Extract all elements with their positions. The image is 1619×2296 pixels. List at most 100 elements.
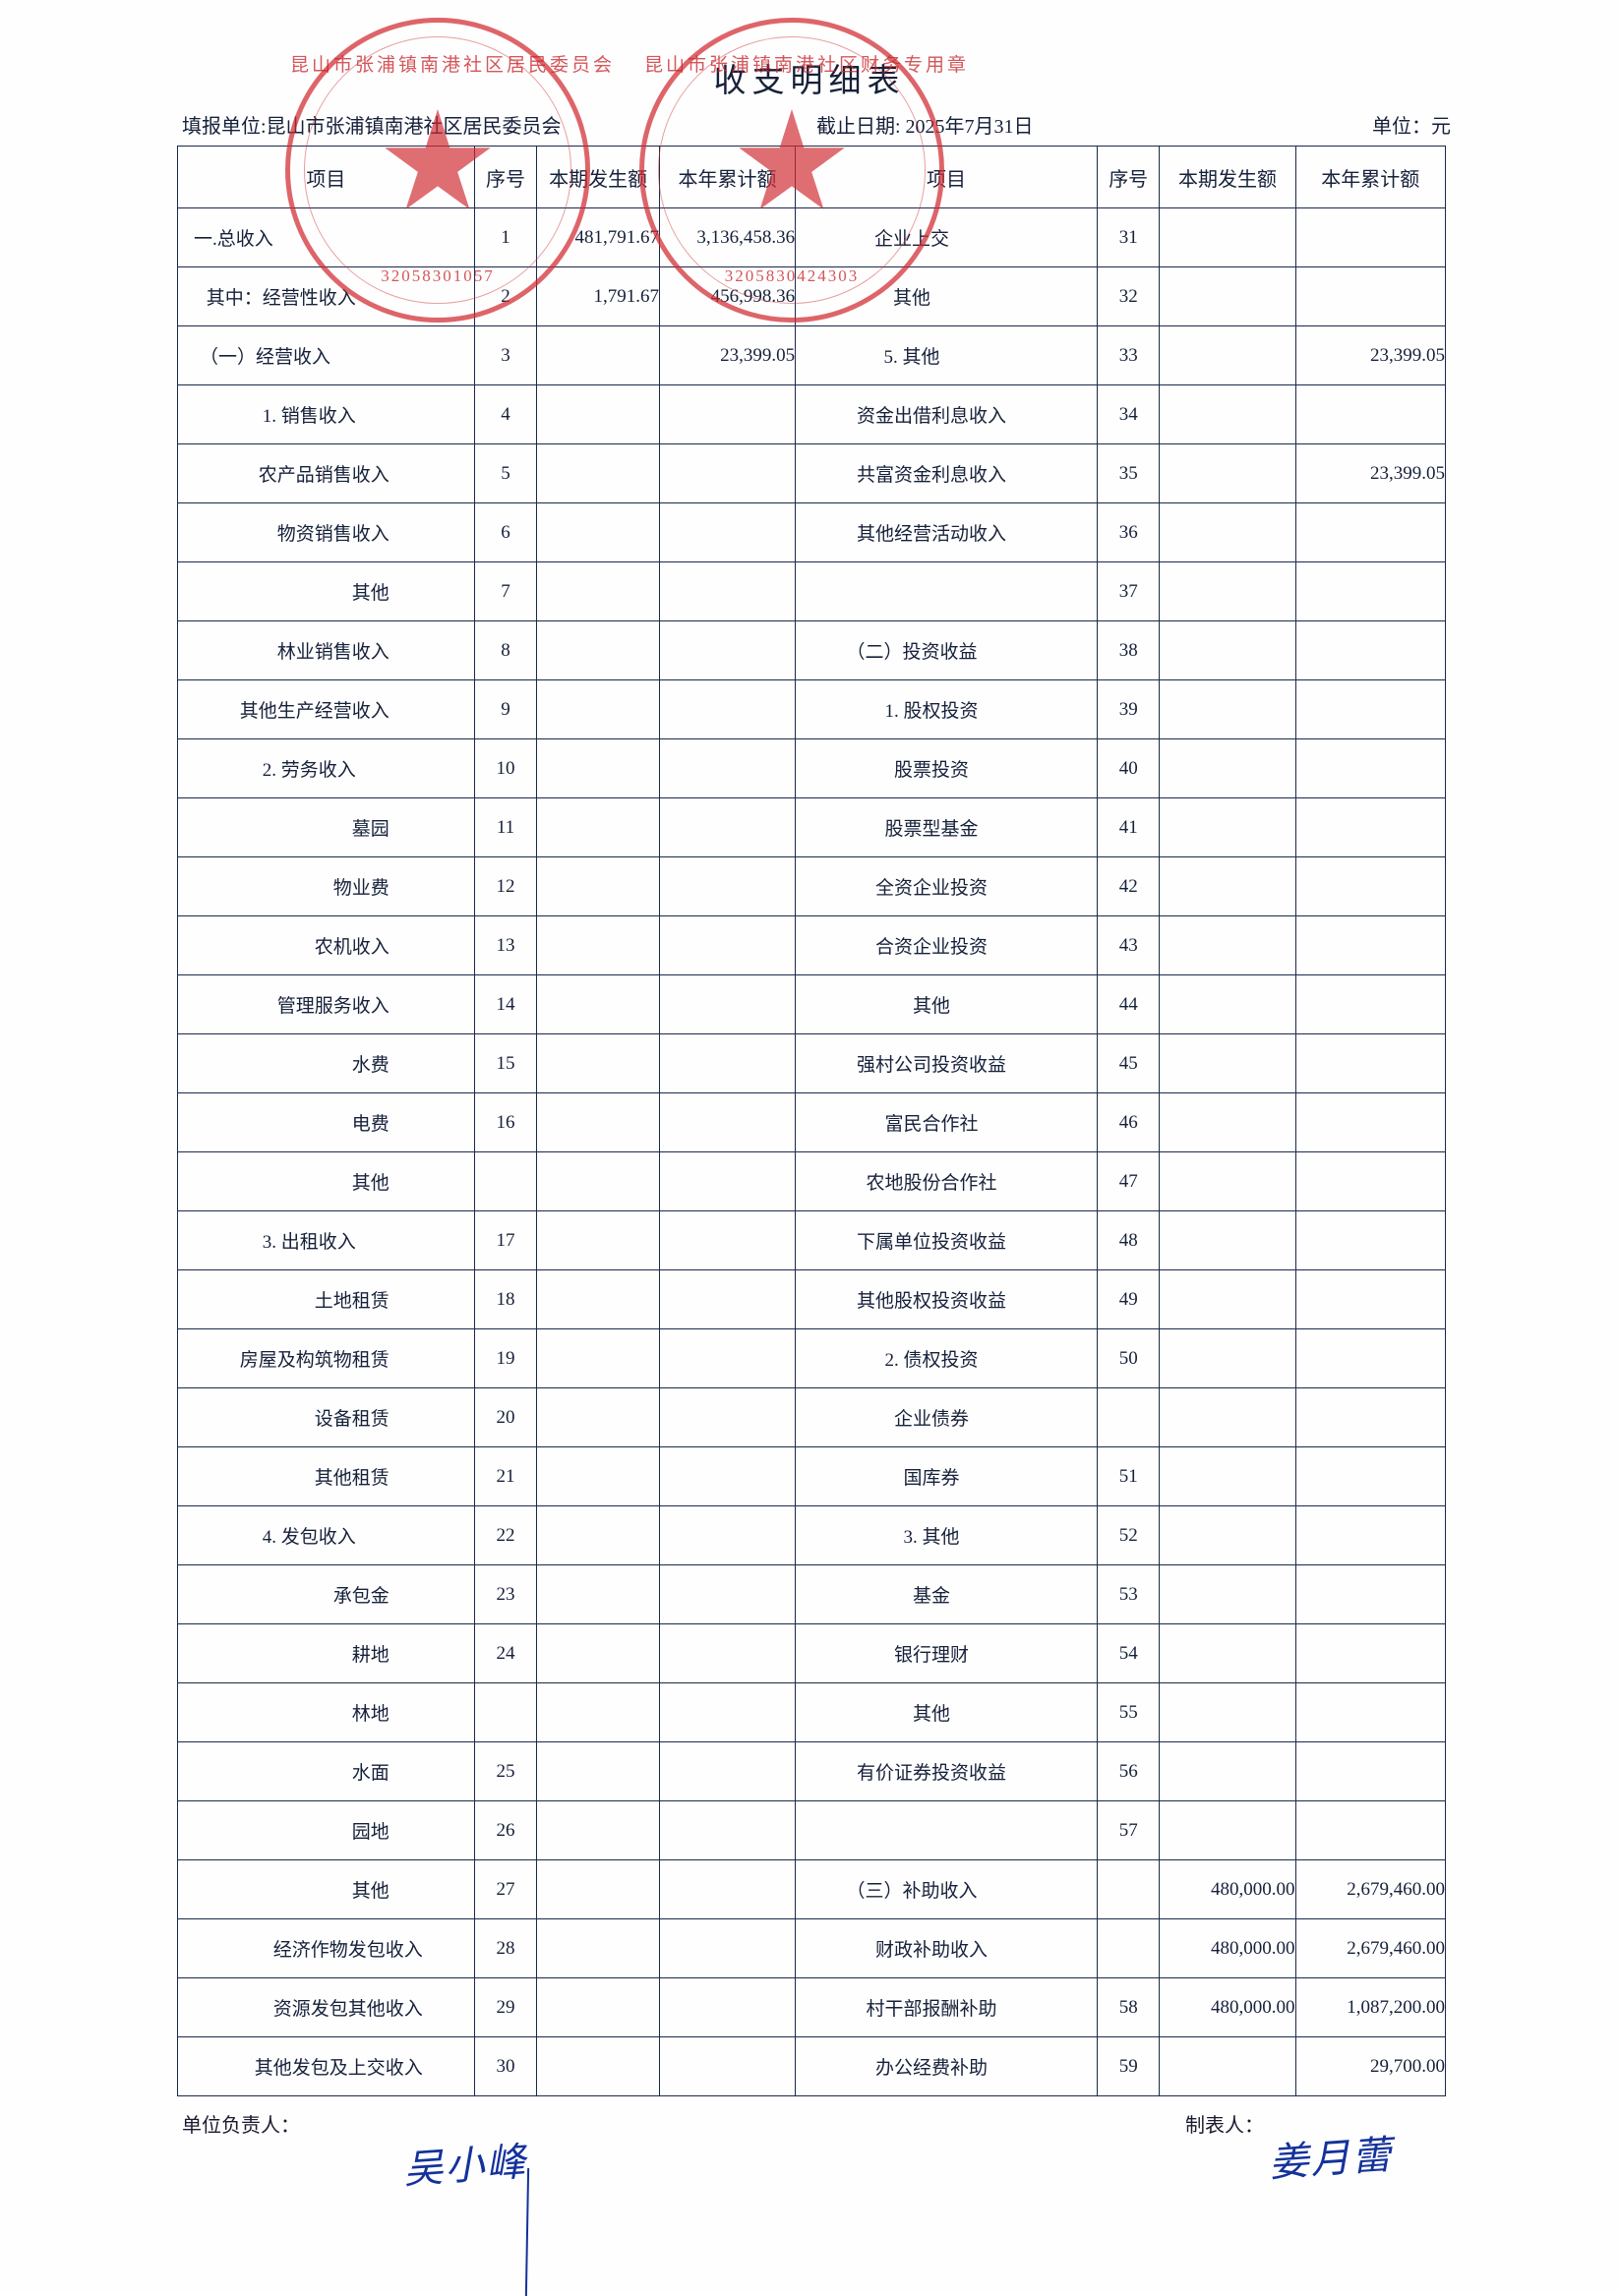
row-current-right xyxy=(1159,1033,1296,1093)
row-item-left-label: 农机收入 xyxy=(314,937,390,958)
row-seq-right xyxy=(1096,1918,1161,1978)
row-item-right: 农地股份合作社 xyxy=(795,1151,1098,1211)
row-current-left xyxy=(536,1564,660,1624)
row-seq-right: 48 xyxy=(1096,1210,1161,1270)
row-seq-right: 46 xyxy=(1096,1092,1161,1152)
row-item-left: 耕地 xyxy=(177,1623,475,1683)
row-current-right xyxy=(1159,443,1296,503)
row-item-left: （一）经营收入 xyxy=(177,325,475,385)
row-item-left-label: 土地租赁 xyxy=(314,1291,390,1312)
header-item-right: 项目 xyxy=(795,146,1098,208)
row-current-right xyxy=(1159,1269,1296,1329)
row-item-right: 其他 xyxy=(795,974,1098,1034)
table-row: 电费 16 富民合作社 46 xyxy=(177,1092,1446,1152)
table-row: 其中：经营性收入 2 1,791.67 456,998.36 其他 32 xyxy=(177,266,1446,326)
currency-unit-label: 单位：元 xyxy=(1372,116,1451,138)
row-seq-right: 38 xyxy=(1096,620,1161,680)
row-ytd-right xyxy=(1294,1800,1446,1860)
row-current-left xyxy=(536,1387,660,1447)
row-current-right xyxy=(1159,1092,1296,1152)
row-seq-left: 26 xyxy=(473,1800,538,1860)
table-row: 水面 25 有价证券投资收益 56 xyxy=(177,1741,1446,1801)
row-current-right xyxy=(1159,738,1296,798)
row-current-right xyxy=(1159,1387,1296,1447)
header-ytd-right: 本年累计额 xyxy=(1294,146,1446,208)
table-row: 农产品销售收入 5 共富资金利息收入 35 23,399.05 xyxy=(177,443,1446,503)
row-ytd-left xyxy=(658,1387,797,1447)
row-seq-right: 43 xyxy=(1096,915,1161,975)
row-seq-left: 27 xyxy=(473,1859,538,1919)
header-current-left: 本期发生额 xyxy=(536,146,660,208)
table-row: 设备租赁 20 企业债券 xyxy=(177,1387,1446,1447)
row-current-left xyxy=(536,679,660,739)
row-item-left: 其他租赁 xyxy=(177,1446,475,1506)
row-ytd-left xyxy=(658,1151,797,1211)
row-item-right: 富民合作社 xyxy=(795,1092,1098,1152)
row-ytd-right xyxy=(1294,1682,1446,1742)
row-seq-right: 33 xyxy=(1096,325,1161,385)
row-current-right: 480,000.00 xyxy=(1159,1918,1296,1978)
table-row: 其他 27 （三）补助收入 480,000.00 2,679,460.00 xyxy=(177,1859,1446,1919)
row-item-right-label: 3. 其他 xyxy=(903,1527,960,1548)
row-item-right xyxy=(795,561,1098,621)
header-item-left: 项目 xyxy=(177,146,475,208)
row-item-left: 经济作物发包收入 xyxy=(177,1918,475,1978)
table-row: （一）经营收入 3 23,399.05 5. 其他 33 23,399.05 xyxy=(177,325,1446,385)
row-item-left-label: 一.总收入 xyxy=(194,229,273,250)
row-seq-right xyxy=(1096,1859,1161,1919)
row-item-left: 4. 发包收入 xyxy=(177,1505,475,1565)
row-ytd-right xyxy=(1294,797,1446,857)
row-current-left xyxy=(536,443,660,503)
row-item-left: 水面 xyxy=(177,1741,475,1801)
row-current-left: 1,791.67 xyxy=(536,266,660,326)
row-current-left xyxy=(536,1741,660,1801)
row-current-left xyxy=(536,1682,660,1742)
row-ytd-right: 29,700.00 xyxy=(1294,2036,1446,2096)
row-item-right-label: 资金出借利息收入 xyxy=(857,406,1007,427)
row-current-right xyxy=(1159,1682,1296,1742)
row-item-right: 其他 xyxy=(795,1682,1098,1742)
table-row: 土地租赁 18 其他股权投资收益 49 xyxy=(177,1269,1446,1329)
row-seq-right: 35 xyxy=(1096,443,1161,503)
row-ytd-left xyxy=(658,1092,797,1152)
row-item-right-label: 有价证券投资收益 xyxy=(857,1763,1007,1784)
row-item-right-label: （二）投资收益 xyxy=(846,642,978,663)
row-item-left-label: 其他 xyxy=(351,1173,390,1194)
table-header-row: 项目 序号 本期发生额 本年累计额 项目 序号 本期发生额 本年累计额 xyxy=(177,146,1446,208)
row-ytd-right: 23,399.05 xyxy=(1294,325,1446,385)
row-current-left xyxy=(536,1918,660,1978)
row-item-left: 其他发包及上交收入 xyxy=(177,2036,475,2096)
row-item-left-label: 资源发包其他收入 xyxy=(272,1999,423,2020)
row-current-left xyxy=(536,2036,660,2096)
row-current-left xyxy=(536,856,660,916)
row-item-left: 水费 xyxy=(177,1033,475,1093)
row-item-right-label: 1. 股权投资 xyxy=(884,701,979,722)
row-item-left-label: 其他租赁 xyxy=(314,1468,390,1489)
row-ytd-right xyxy=(1294,915,1446,975)
row-ytd-right xyxy=(1294,1151,1446,1211)
row-item-right-label: 财政补助收入 xyxy=(875,1940,989,1961)
row-ytd-right xyxy=(1294,856,1446,916)
row-item-right-label: 其他 xyxy=(913,1704,951,1725)
row-current-left xyxy=(536,384,660,444)
row-item-left-label: 其他发包及上交收入 xyxy=(254,2058,423,2079)
row-item-left-label: 2. 劳务收入 xyxy=(262,760,356,781)
row-item-right: 基金 xyxy=(795,1564,1098,1624)
row-ytd-left xyxy=(658,1682,797,1742)
row-item-left: 一.总收入 xyxy=(177,207,475,267)
row-current-left xyxy=(536,1092,660,1152)
row-item-right-label: 共富资金利息收入 xyxy=(857,465,1007,486)
row-seq-left: 30 xyxy=(473,2036,538,2096)
row-ytd-left xyxy=(658,443,797,503)
row-item-right: 5. 其他 xyxy=(795,325,1098,385)
row-item-left-label: 水面 xyxy=(351,1763,390,1784)
row-seq-left: 19 xyxy=(473,1328,538,1388)
row-current-left: 481,791.67 xyxy=(536,207,660,267)
row-item-left-label: 其他 xyxy=(351,1881,390,1902)
header-ytd-left: 本年累计额 xyxy=(658,146,797,208)
row-current-left xyxy=(536,620,660,680)
preparer-signature: 姜月蕾 xyxy=(1267,2132,1395,2187)
row-current-left xyxy=(536,1446,660,1506)
row-ytd-left xyxy=(658,915,797,975)
row-seq-right xyxy=(1096,1387,1161,1447)
